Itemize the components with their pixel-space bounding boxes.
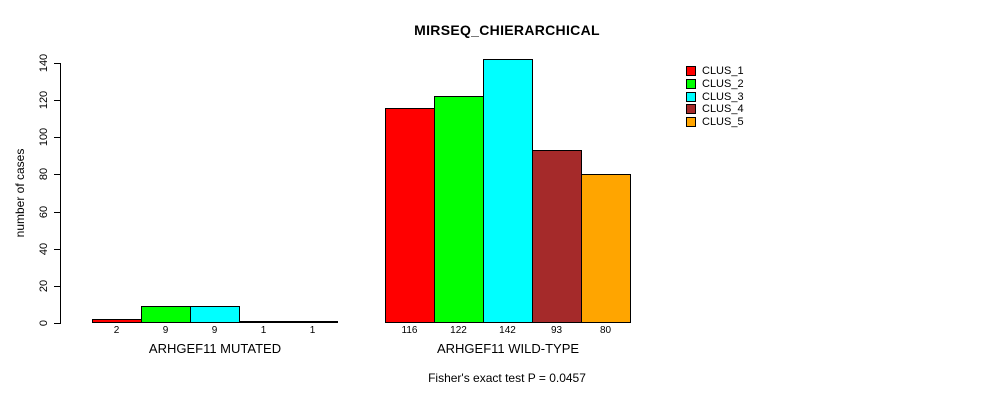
legend-item-clus_2: CLUS_2 (686, 78, 744, 90)
legend-item-clus_1: CLUS_1 (686, 65, 744, 77)
bar-value-label: 116 (401, 325, 418, 336)
y-axis-tick (54, 100, 60, 102)
chart-title: MIRSEQ_CHIERARCHICAL (414, 22, 600, 38)
y-axis-tick (54, 174, 60, 176)
bar-clus_2 (141, 306, 191, 323)
y-axis-tick-label: 60 (38, 205, 50, 218)
y-axis-tick-label: 20 (38, 279, 50, 292)
bar-clus_5 (288, 321, 338, 323)
bar-clus_3 (190, 306, 240, 323)
y-axis-tick-label: 140 (38, 53, 50, 73)
y-axis-tick-label: 100 (38, 128, 50, 147)
legend-swatch-clus_2 (686, 78, 696, 89)
y-axis-tick-label: 0 (38, 319, 50, 327)
bar-value-label: 9 (211, 325, 218, 336)
legend-swatch-clus_4 (686, 104, 696, 115)
y-axis-tick (54, 285, 60, 287)
bar-value-label: 1 (309, 325, 316, 336)
y-axis-tick (54, 63, 60, 64)
bar-clus_1 (92, 319, 142, 323)
legend-label: CLUS_5 (702, 116, 744, 129)
y-axis-tick-label: 40 (38, 242, 50, 255)
y-axis-tick (54, 248, 60, 250)
y-axis-tick-label: 120 (38, 90, 50, 110)
legend-item-clus_5: CLUS_5 (686, 116, 744, 128)
bar-value-label: 93 (550, 325, 563, 336)
legend-swatch-clus_5 (686, 117, 696, 128)
legend-label: CLUS_2 (702, 77, 744, 90)
bar-clus_1 (385, 108, 435, 323)
bar-clus_5 (581, 174, 631, 323)
legend-label: CLUS_4 (702, 103, 744, 116)
bar-clus_2 (434, 96, 484, 323)
legend-item-clus_3: CLUS_3 (686, 91, 744, 103)
y-axis-line (60, 63, 61, 324)
legend-item-clus_4: CLUS_4 (686, 103, 744, 115)
legend-label: CLUS_3 (702, 90, 744, 103)
annotation-fisher-test: Fisher's exact test P = 0.0457 (428, 371, 586, 385)
bar-value-label: 1 (260, 325, 267, 336)
bar-clus_3 (483, 59, 533, 323)
bar-clus_4 (532, 150, 582, 323)
y-axis-label: number of cases (13, 148, 27, 238)
y-axis-tick (54, 323, 60, 324)
legend-swatch-clus_1 (686, 66, 696, 76)
y-axis-tick-label: 80 (38, 168, 50, 181)
bar-value-label: 142 (499, 325, 516, 336)
legend-swatch-clus_3 (686, 91, 696, 102)
bar-clus_4 (239, 321, 289, 323)
group-label: ARHGEF11 MUTATED (148, 341, 282, 356)
bar-value-label: 2 (113, 325, 120, 336)
y-axis-tick (54, 137, 60, 139)
bar-value-label: 122 (450, 325, 467, 336)
bar-value-label: 80 (599, 325, 612, 336)
legend-label: CLUS_1 (702, 65, 744, 77)
bar-value-label: 9 (162, 325, 169, 336)
group-label: ARHGEF11 WILD-TYPE (436, 341, 580, 356)
y-axis-tick (54, 211, 60, 213)
